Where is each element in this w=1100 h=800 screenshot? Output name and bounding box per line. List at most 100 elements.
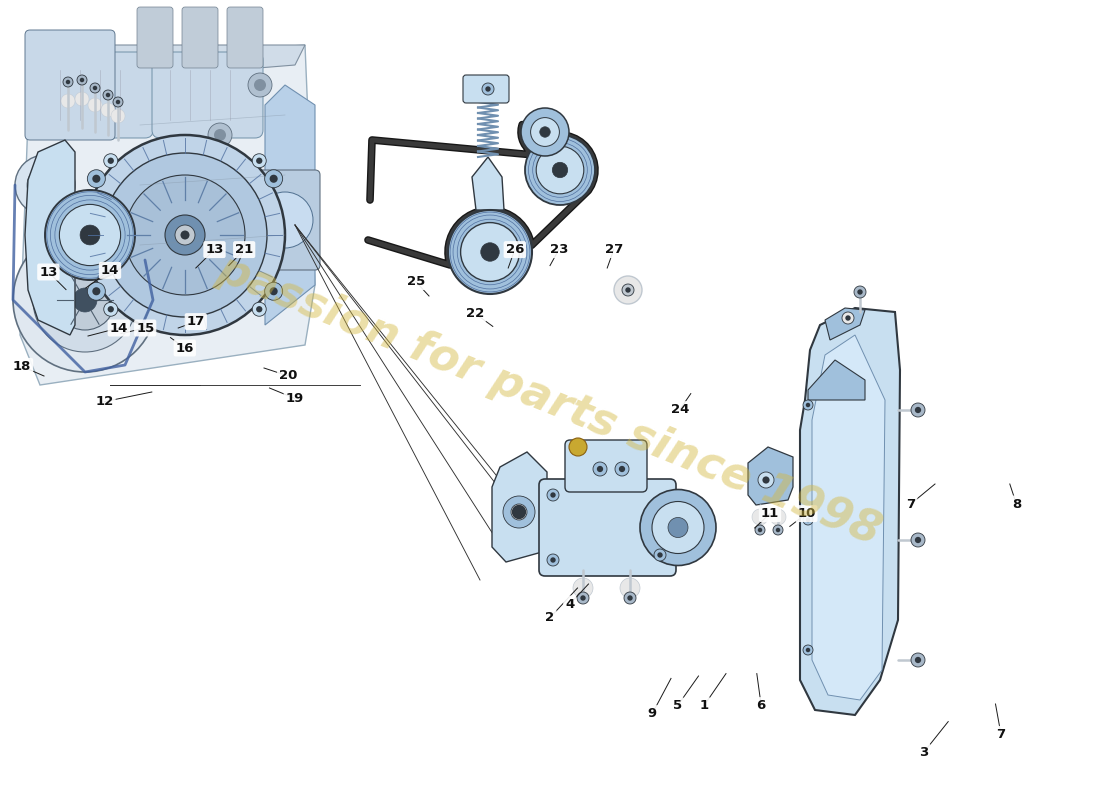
- FancyBboxPatch shape: [227, 7, 263, 68]
- Circle shape: [516, 509, 522, 516]
- Circle shape: [758, 472, 774, 488]
- Circle shape: [228, 253, 252, 277]
- Circle shape: [88, 98, 102, 112]
- Text: 23: 23: [550, 243, 568, 256]
- Circle shape: [165, 215, 205, 255]
- Circle shape: [625, 287, 630, 293]
- Circle shape: [573, 578, 593, 598]
- Circle shape: [619, 466, 625, 472]
- Circle shape: [106, 93, 110, 98]
- Circle shape: [33, 248, 138, 352]
- Circle shape: [540, 126, 550, 138]
- Circle shape: [842, 312, 854, 324]
- Circle shape: [803, 645, 813, 655]
- Circle shape: [113, 97, 123, 107]
- Circle shape: [103, 302, 118, 316]
- Circle shape: [175, 225, 195, 245]
- Text: passion for parts since 1998: passion for parts since 1998: [212, 246, 888, 554]
- Circle shape: [569, 438, 587, 456]
- Circle shape: [530, 118, 560, 146]
- FancyBboxPatch shape: [250, 170, 320, 270]
- Text: 7: 7: [906, 498, 915, 510]
- Circle shape: [668, 518, 688, 538]
- Circle shape: [752, 509, 768, 525]
- Circle shape: [85, 135, 285, 335]
- Polygon shape: [492, 452, 547, 562]
- Circle shape: [805, 648, 811, 652]
- Circle shape: [254, 79, 266, 91]
- Polygon shape: [808, 360, 865, 400]
- Circle shape: [111, 109, 125, 123]
- Circle shape: [92, 174, 100, 182]
- FancyBboxPatch shape: [565, 440, 647, 492]
- Text: 1: 1: [700, 699, 708, 712]
- Circle shape: [257, 192, 314, 248]
- Text: 25: 25: [407, 275, 425, 288]
- FancyBboxPatch shape: [182, 7, 218, 68]
- Circle shape: [857, 290, 862, 294]
- Circle shape: [60, 94, 75, 108]
- Text: 13: 13: [40, 266, 57, 278]
- Polygon shape: [265, 85, 315, 325]
- Text: 2: 2: [546, 611, 554, 624]
- Text: 13: 13: [206, 243, 223, 256]
- Text: 24: 24: [671, 403, 689, 416]
- Text: 3: 3: [920, 746, 928, 758]
- Circle shape: [758, 528, 762, 532]
- Circle shape: [214, 129, 225, 141]
- Circle shape: [274, 199, 286, 211]
- Polygon shape: [825, 308, 865, 340]
- Circle shape: [593, 462, 607, 476]
- Circle shape: [461, 222, 519, 282]
- Circle shape: [265, 170, 283, 188]
- Circle shape: [915, 537, 921, 543]
- Circle shape: [103, 154, 118, 168]
- Circle shape: [112, 177, 168, 233]
- FancyBboxPatch shape: [138, 7, 173, 68]
- Circle shape: [652, 502, 704, 554]
- Circle shape: [92, 287, 100, 295]
- Circle shape: [270, 174, 277, 182]
- Circle shape: [270, 287, 277, 295]
- Text: 21: 21: [235, 243, 253, 256]
- Circle shape: [234, 259, 246, 271]
- Text: 22: 22: [466, 307, 484, 320]
- Circle shape: [90, 83, 100, 93]
- FancyBboxPatch shape: [539, 479, 676, 576]
- Circle shape: [485, 86, 491, 92]
- Circle shape: [854, 286, 866, 298]
- Circle shape: [762, 476, 770, 483]
- Circle shape: [256, 158, 263, 164]
- Text: 15: 15: [136, 322, 154, 334]
- Circle shape: [77, 75, 87, 85]
- Circle shape: [252, 302, 266, 316]
- FancyBboxPatch shape: [152, 52, 263, 138]
- Circle shape: [13, 228, 157, 372]
- Text: 20: 20: [279, 370, 297, 382]
- Circle shape: [15, 155, 75, 215]
- Circle shape: [248, 73, 272, 97]
- Circle shape: [66, 80, 70, 84]
- Circle shape: [103, 90, 113, 100]
- Circle shape: [552, 162, 568, 178]
- Text: 11: 11: [761, 507, 779, 520]
- Polygon shape: [812, 335, 886, 700]
- Circle shape: [265, 282, 283, 300]
- Circle shape: [108, 158, 114, 164]
- Text: 9: 9: [648, 707, 657, 720]
- Circle shape: [915, 657, 921, 663]
- Circle shape: [614, 276, 642, 304]
- Circle shape: [482, 83, 494, 95]
- Circle shape: [521, 108, 569, 156]
- Circle shape: [803, 400, 813, 410]
- Circle shape: [658, 552, 662, 558]
- Text: 26: 26: [506, 243, 524, 256]
- Circle shape: [125, 190, 155, 220]
- Circle shape: [911, 653, 925, 667]
- Text: 18: 18: [13, 360, 31, 373]
- Polygon shape: [25, 140, 75, 335]
- Circle shape: [101, 103, 116, 117]
- FancyBboxPatch shape: [42, 52, 153, 138]
- Text: 6: 6: [757, 699, 766, 712]
- Circle shape: [627, 595, 632, 601]
